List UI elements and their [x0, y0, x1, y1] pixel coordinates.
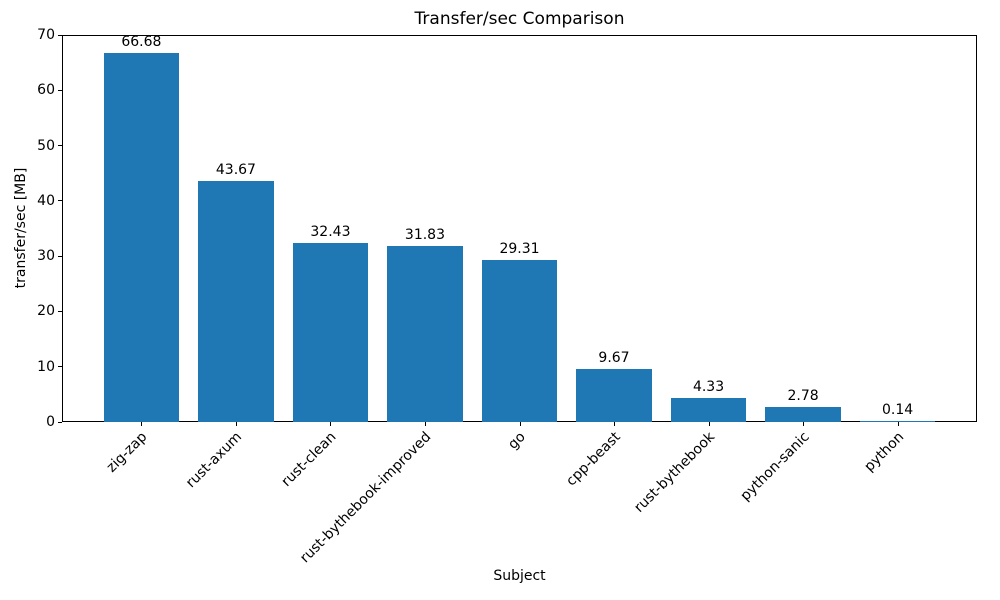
x-tick-mark — [614, 422, 616, 426]
y-tick-mark — [58, 145, 62, 147]
x-axis-label: Subject — [493, 568, 546, 584]
bar-rust-bythebook-improved — [387, 246, 463, 422]
x-tick-mark — [330, 422, 332, 426]
bar-python-sanic — [765, 406, 841, 422]
bar-value-label: 66.68 — [121, 34, 162, 51]
y-tick-label: 40 — [37, 192, 55, 209]
x-tick-label: go — [505, 429, 529, 453]
y-tick-mark — [58, 421, 62, 423]
y-tick-label: 70 — [37, 27, 55, 43]
bar-rust-bythebook — [670, 398, 747, 422]
y-tick-label: 50 — [37, 137, 55, 154]
y-axis-label: transfer/sec [MB] — [13, 167, 29, 289]
bar-value-label: 0.14 — [882, 402, 914, 418]
x-tick-label: python-sanic — [737, 429, 813, 505]
x-tick-mark — [424, 422, 426, 426]
bar-value-label: 43.67 — [215, 161, 256, 178]
chart-title: Transfer/sec Comparison — [414, 9, 625, 29]
x-tick-label: zig-zap — [104, 429, 151, 476]
bar-value-label: 2.78 — [787, 387, 819, 404]
x-tick-mark — [519, 422, 521, 426]
bar-value-label: 31.83 — [404, 227, 446, 244]
y-tick-mark — [58, 200, 62, 202]
x-tick-mark — [235, 422, 237, 426]
bar-value-label: 9.67 — [598, 349, 630, 366]
y-tick-mark — [58, 310, 62, 312]
y-tick-label: 60 — [37, 82, 55, 99]
bar-value-label: 32.43 — [310, 223, 351, 240]
bar-rust-axum — [198, 180, 274, 422]
x-tick-label: rust-clean — [278, 429, 340, 490]
y-tick-mark — [58, 366, 62, 368]
x-tick-mark — [141, 422, 143, 426]
x-tick-mark — [803, 422, 805, 426]
x-tick-label: cpp-beast — [562, 429, 624, 490]
bar-python — [859, 421, 936, 422]
x-tick-label: rust-axum — [183, 429, 246, 492]
y-tick-mark — [58, 89, 62, 91]
x-tick-mark — [708, 422, 710, 426]
bar-value-label: 4.33 — [692, 379, 725, 396]
y-tick-label: 20 — [37, 303, 55, 320]
x-tick-label: python — [860, 429, 907, 475]
bar-value-label: 29.31 — [499, 240, 540, 257]
x-tick-label: rust-bythebook — [631, 429, 718, 516]
y-tick-label: 10 — [37, 358, 55, 375]
bar-go — [481, 259, 558, 422]
y-tick-label: 0 — [46, 414, 55, 430]
x-tick-mark — [897, 422, 899, 426]
bar-rust-clean — [292, 242, 369, 422]
bar-cpp-beast — [576, 368, 652, 422]
bar-zig-zap — [103, 53, 180, 422]
y-tick-label: 30 — [37, 248, 55, 265]
y-tick-mark — [58, 255, 62, 257]
y-tick-mark — [58, 34, 62, 36]
